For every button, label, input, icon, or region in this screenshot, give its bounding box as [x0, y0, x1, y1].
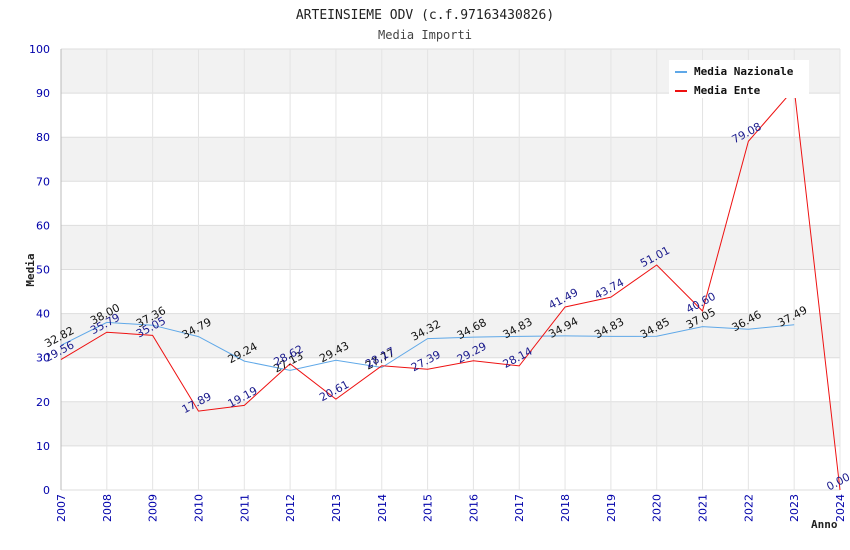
plot-background-bands — [61, 49, 840, 490]
plot-band — [61, 269, 840, 314]
x-axis-label: Anno — [811, 518, 838, 531]
y-tick-label: 10 — [36, 440, 50, 453]
x-tick-label: 2015 — [422, 494, 435, 522]
legend-label-media-ente: Media Ente — [694, 84, 761, 97]
y-tick-label: 80 — [36, 131, 50, 144]
x-tick-label: 2020 — [651, 494, 664, 522]
legend-box — [669, 60, 809, 98]
y-axis-label: Media — [24, 253, 37, 286]
x-tick-label: 2018 — [559, 494, 572, 522]
plot-band — [61, 357, 840, 402]
x-tick-label: 2019 — [605, 494, 618, 522]
legend-label-media-nazionale: Media Nazionale — [694, 65, 794, 78]
series-line-media-nazionale — [60, 321, 795, 371]
y-tick-label: 70 — [36, 175, 50, 188]
y-tick-label: 50 — [36, 264, 50, 277]
legend: Media Nazionale Media Ente — [669, 60, 809, 98]
grid-lines — [60, 48, 841, 491]
x-tick-label: 2013 — [330, 494, 343, 522]
plot-band — [61, 93, 840, 138]
plot-band — [61, 181, 840, 226]
x-tick-label: 2021 — [697, 494, 710, 522]
series-lines — [60, 87, 841, 491]
y-tick-label: 60 — [36, 219, 50, 232]
chart-title: ARTEINSIEME ODV (c.f.97163430826) — [296, 8, 554, 23]
plot-band — [61, 401, 840, 446]
plot-band — [61, 445, 840, 490]
y-tick-label: 100 — [29, 43, 50, 56]
y-tick-label: 90 — [36, 87, 50, 100]
y-tick-label: 40 — [36, 308, 50, 321]
x-tick-label: 2017 — [513, 494, 526, 522]
x-tick-label: 2014 — [376, 494, 389, 522]
y-tick-label: 30 — [36, 352, 50, 365]
x-tick-label: 2016 — [467, 494, 480, 522]
chart-subtitle: Media Importi — [378, 28, 472, 42]
y-axis-ticks: 0 10 20 30 40 50 60 70 80 90 100 — [29, 43, 50, 497]
plot-band — [61, 313, 840, 358]
x-tick-label: 2012 — [284, 494, 297, 522]
x-tick-label: 2011 — [238, 494, 251, 522]
x-tick-label: 2024 — [834, 494, 847, 522]
y-tick-label: 0 — [43, 484, 50, 497]
x-tick-label: 2008 — [101, 494, 114, 522]
x-axis-ticks: 2007 2008 2009 2010 2011 2012 2013 2014 2015 2016… — [55, 494, 847, 522]
x-tick-label: 2022 — [742, 494, 755, 522]
y-tick-label: 20 — [36, 396, 50, 409]
x-tick-label: 2007 — [55, 494, 68, 522]
plot-band — [61, 225, 840, 270]
x-tick-label: 2010 — [192, 494, 205, 522]
plot-band — [61, 137, 840, 182]
x-tick-label: 2023 — [788, 494, 801, 522]
x-tick-label: 2009 — [147, 494, 160, 522]
series-line-media-ente — [60, 87, 841, 491]
